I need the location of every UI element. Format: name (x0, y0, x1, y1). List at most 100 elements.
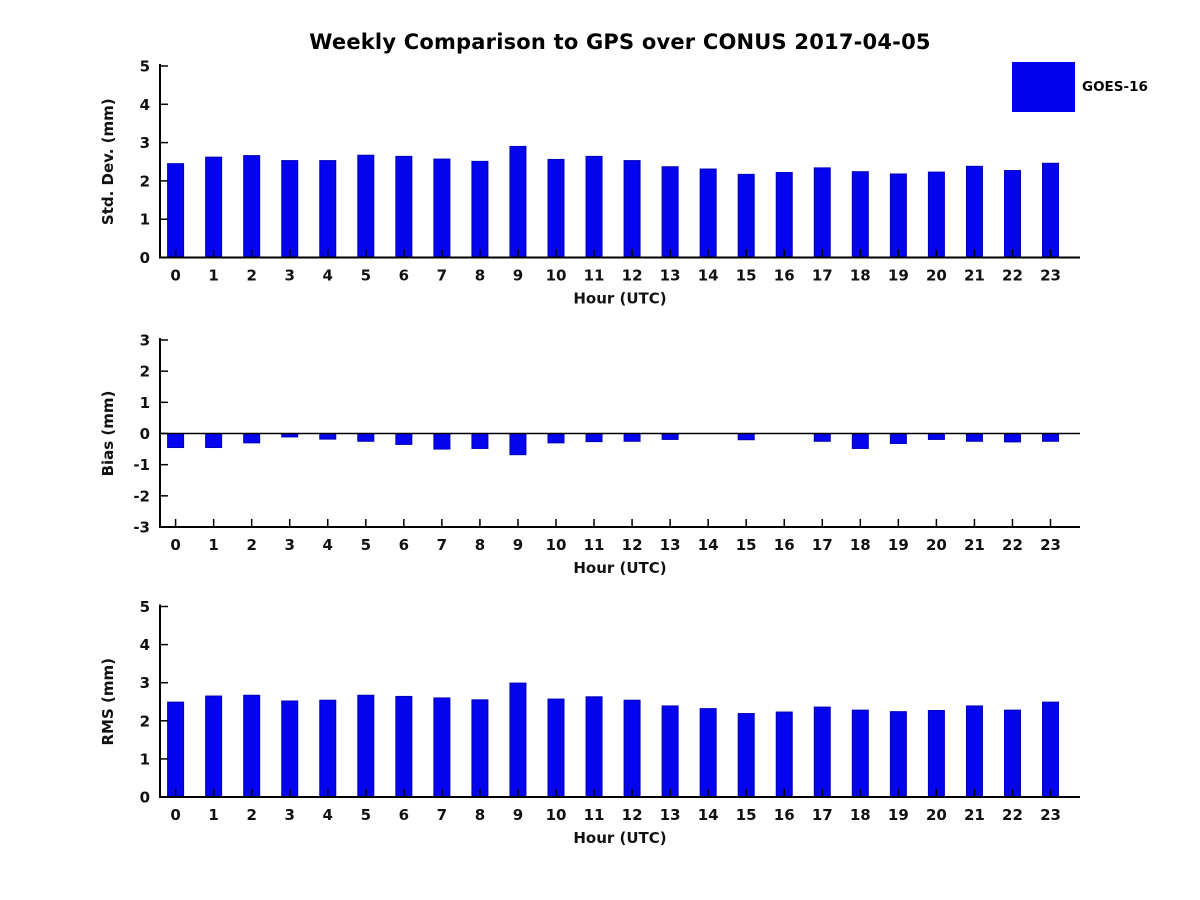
bar-rms-by-hour-hour-19 (889, 711, 907, 798)
bar-bias-by-hour-hour-7 (433, 433, 451, 450)
x-tick-label-std-dev-by-hour-6: 6 (399, 267, 409, 285)
bar-rms-by-hour-hour-17 (813, 706, 831, 798)
bar-rms-by-hour-hour-12 (623, 699, 641, 798)
x-tick-label-rms-by-hour-21: 21 (964, 806, 985, 824)
bar-bias-by-hour-hour-8 (471, 433, 489, 449)
bar-std-dev-by-hour-hour-21 (965, 165, 983, 258)
bar-rms-by-hour-hour-4 (319, 699, 337, 798)
bar-bias-by-hour-hour-11 (585, 433, 603, 443)
x-tick-label-std-dev-by-hour-12: 12 (622, 267, 643, 285)
x-tick-label-rms-by-hour-14: 14 (698, 806, 719, 824)
bar-std-dev-by-hour-hour-8 (471, 160, 489, 259)
legend-swatch (1012, 62, 1075, 112)
bar-std-dev-by-hour-hour-18 (851, 171, 869, 258)
bar-std-dev-by-hour-hour-20 (927, 171, 945, 258)
x-tick-label-std-dev-by-hour-9: 9 (513, 267, 523, 285)
x-tick-label-bias-by-hour-6: 6 (399, 536, 409, 554)
bar-std-dev-by-hour-hour-14 (699, 168, 717, 258)
bar-std-dev-by-hour-hour-1 (205, 156, 223, 259)
x-tick-label-bias-by-hour-13: 13 (660, 536, 681, 554)
x-tick-label-rms-by-hour-12: 12 (622, 806, 643, 824)
bar-std-dev-by-hour-hour-13 (661, 166, 679, 259)
x-tick-label-bias-by-hour-11: 11 (584, 536, 605, 554)
bar-bias-by-hour-hour-15 (737, 433, 755, 441)
bar-rms-by-hour-hour-14 (699, 708, 717, 798)
x-tick-label-std-dev-by-hour-20: 20 (926, 267, 947, 285)
x-tick-label-rms-by-hour-10: 10 (546, 806, 567, 824)
y-tick-label-std-dev-by-hour-5: 5 (140, 58, 150, 76)
bar-rms-by-hour-hour-22 (1003, 709, 1021, 798)
x-tick-label-std-dev-by-hour-23: 23 (1040, 267, 1061, 285)
bar-bias-by-hour-hour-2 (243, 433, 261, 444)
bar-std-dev-by-hour-hour-6 (395, 155, 413, 258)
bar-std-dev-by-hour-hour-16 (775, 171, 793, 258)
bar-std-dev-by-hour-hour-4 (319, 160, 337, 258)
bar-bias-by-hour-hour-9 (509, 433, 527, 456)
bar-rms-by-hour-hour-0 (167, 701, 185, 798)
bar-rms-by-hour-hour-6 (395, 695, 413, 798)
x-tick-label-bias-by-hour-4: 4 (323, 536, 333, 554)
x-tick-label-std-dev-by-hour-15: 15 (736, 267, 757, 285)
bar-rms-by-hour-hour-8 (471, 699, 489, 798)
bar-bias-by-hour-hour-22 (1003, 433, 1021, 443)
y-tick-label-bias-by-hour-1: 1 (140, 394, 150, 412)
bar-rms-by-hour-hour-16 (775, 711, 793, 798)
bar-rms-by-hour-hour-15 (737, 713, 755, 798)
x-tick-label-std-dev-by-hour-17: 17 (812, 267, 833, 285)
x-tick-label-bias-by-hour-17: 17 (812, 536, 833, 554)
bar-rms-by-hour-hour-5 (357, 694, 375, 798)
bar-std-dev-by-hour-hour-3 (281, 160, 299, 258)
x-tick-label-bias-by-hour-21: 21 (964, 536, 985, 554)
y-axis-label-std-dev-by-hour: Std. Dev. (mm) (99, 98, 117, 225)
bar-rms-by-hour-hour-20 (927, 710, 945, 798)
bar-std-dev-by-hour-hour-10 (547, 158, 565, 258)
x-tick-label-bias-by-hour-22: 22 (1002, 536, 1023, 554)
bar-std-dev-by-hour-hour-7 (433, 158, 451, 258)
x-tick-label-bias-by-hour-12: 12 (622, 536, 643, 554)
y-tick-label-bias-by-hour-2: 2 (140, 363, 150, 381)
x-axis-label-std-dev-by-hour: Hour (UTC) (573, 290, 666, 308)
x-tick-label-rms-by-hour-0: 0 (170, 806, 180, 824)
x-tick-label-std-dev-by-hour-13: 13 (660, 267, 681, 285)
bar-bias-by-hour-hour-20 (927, 433, 945, 440)
legend-label: GOES-16 (1082, 79, 1148, 95)
x-tick-label-bias-by-hour-0: 0 (170, 536, 180, 554)
bar-rms-by-hour-hour-1 (205, 695, 223, 798)
y-tick-label-std-dev-by-hour-0: 0 (140, 249, 150, 267)
x-tick-label-rms-by-hour-15: 15 (736, 806, 757, 824)
x-tick-label-rms-by-hour-16: 16 (774, 806, 795, 824)
bar-std-dev-by-hour-hour-0 (167, 163, 185, 258)
x-tick-label-std-dev-by-hour-18: 18 (850, 267, 871, 285)
legend: GOES-16 (1012, 62, 1148, 112)
bar-bias-by-hour-hour-1 (205, 433, 223, 449)
x-tick-label-std-dev-by-hour-7: 7 (437, 267, 447, 285)
x-tick-label-bias-by-hour-5: 5 (361, 536, 371, 554)
bar-std-dev-by-hour-hour-15 (737, 173, 755, 259)
bar-std-dev-by-hour-hour-19 (889, 173, 907, 258)
bar-rms-by-hour-hour-10 (547, 698, 565, 798)
x-tick-label-rms-by-hour-2: 2 (246, 806, 256, 824)
bar-bias-by-hour-hour-23 (1042, 433, 1060, 442)
y-tick-label-std-dev-by-hour-4: 4 (140, 96, 150, 114)
y-tick-label-bias-by-hour-0: 0 (140, 425, 150, 443)
x-tick-label-rms-by-hour-3: 3 (285, 806, 295, 824)
x-tick-label-bias-by-hour-10: 10 (546, 536, 567, 554)
x-tick-label-rms-by-hour-7: 7 (437, 806, 447, 824)
x-tick-label-rms-by-hour-18: 18 (850, 806, 871, 824)
x-tick-label-std-dev-by-hour-1: 1 (208, 267, 218, 285)
y-tick-label-rms-by-hour-0: 0 (140, 789, 150, 807)
y-tick-label-rms-by-hour-2: 2 (140, 712, 150, 730)
x-tick-label-bias-by-hour-19: 19 (888, 536, 909, 554)
bar-rms-by-hour-hour-21 (965, 705, 983, 798)
x-tick-label-rms-by-hour-8: 8 (475, 806, 485, 824)
bar-rms-by-hour-hour-23 (1042, 701, 1060, 798)
x-tick-label-std-dev-by-hour-5: 5 (361, 267, 371, 285)
x-tick-label-rms-by-hour-11: 11 (584, 806, 605, 824)
bar-bias-by-hour-hour-10 (547, 433, 565, 444)
bar-bias-by-hour-hour-13 (661, 433, 679, 440)
bar-std-dev-by-hour-hour-2 (243, 155, 261, 258)
bar-std-dev-by-hour-hour-23 (1042, 162, 1060, 258)
bar-rms-by-hour-hour-2 (243, 694, 261, 798)
x-tick-label-std-dev-by-hour-10: 10 (546, 267, 567, 285)
